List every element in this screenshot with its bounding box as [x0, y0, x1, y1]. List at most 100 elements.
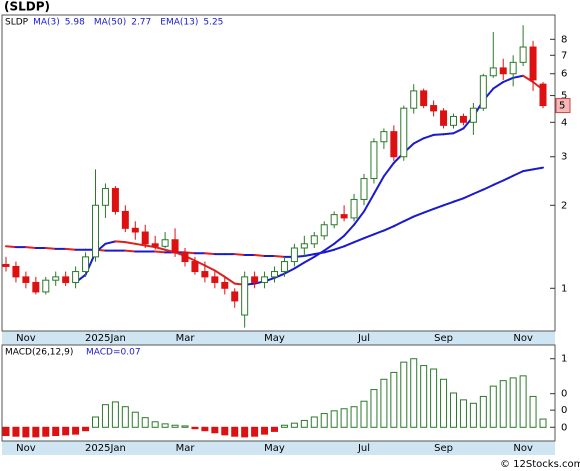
- legend-label: EMA(13): [160, 18, 198, 28]
- moving-average-line: [492, 179, 505, 186]
- candle-body: [82, 256, 90, 273]
- moving-average-line: [532, 166, 544, 171]
- macd-bar: [390, 371, 398, 428]
- y-tick-label: 7: [561, 50, 567, 61]
- candle-body: [231, 291, 239, 302]
- macd-bar: [101, 404, 109, 428]
- moving-average-line: [124, 249, 137, 253]
- x-tick-label: Jul: [357, 333, 370, 344]
- moving-average-line: [44, 247, 57, 250]
- candle-body: [171, 239, 179, 253]
- candle-body: [261, 276, 269, 283]
- moving-average-line: [482, 183, 495, 191]
- macd-bar: [221, 426, 229, 436]
- x-axis-strip: [2, 441, 555, 455]
- macd-bar: [211, 426, 219, 434]
- macd-bar: [320, 413, 328, 428]
- x-tick-label: May: [264, 443, 285, 454]
- macd-bar: [420, 365, 428, 428]
- x-tick-label: 2025Jan: [85, 333, 126, 344]
- x-tick-label: Mar: [176, 443, 196, 454]
- last-price-box: [555, 98, 571, 114]
- moving-average-line: [353, 237, 365, 244]
- moving-average-line: [522, 168, 535, 173]
- watermark: © 12Stocks.com: [500, 459, 580, 470]
- moving-average-line: [372, 229, 385, 236]
- moving-average-line: [323, 248, 336, 254]
- macd-bar: [261, 426, 269, 435]
- moving-average-line: [353, 210, 365, 226]
- macd-bar: [52, 426, 60, 437]
- moving-average-line: [303, 255, 316, 264]
- macd-bar: [459, 399, 467, 428]
- y-tick-label: 2: [561, 200, 567, 211]
- macd-bar: [32, 426, 40, 438]
- moving-average-line: [273, 254, 286, 258]
- candle-body: [251, 276, 259, 283]
- candle-body: [151, 243, 159, 247]
- candle-body: [131, 227, 139, 233]
- candle-body: [420, 90, 428, 107]
- moving-average-line: [323, 242, 336, 252]
- macd-bar: [82, 426, 90, 432]
- moving-average-line: [422, 133, 435, 140]
- macd-bar: [151, 421, 159, 428]
- macd-bar: [469, 402, 477, 428]
- candle-body: [72, 271, 80, 283]
- macd-bar: [22, 426, 30, 438]
- macd-bar: [509, 377, 517, 428]
- x-tick-label: Sep: [434, 333, 453, 344]
- macd-bar: [479, 395, 487, 428]
- macd-bar: [450, 392, 457, 428]
- macd-bar: [2, 426, 10, 437]
- macd-bar: [360, 400, 368, 428]
- candle-body: [529, 46, 537, 81]
- moving-average-line: [233, 253, 246, 257]
- macd-bar: [121, 406, 129, 428]
- candle-body: [320, 224, 328, 237]
- moving-average-line: [412, 211, 425, 218]
- candle-body: [539, 83, 547, 107]
- candle-body: [141, 231, 149, 245]
- macd-bar: [400, 361, 408, 428]
- moving-average-line: [442, 132, 455, 136]
- candle-body: [211, 276, 219, 283]
- moving-average-line: [372, 175, 385, 195]
- moving-average-line: [253, 254, 266, 257]
- moving-average-line: [452, 127, 465, 135]
- moving-average-line: [432, 133, 445, 136]
- macd-bar: [290, 422, 298, 428]
- y-tick-label: 3: [561, 152, 567, 163]
- moving-average-line: [154, 246, 167, 251]
- moving-average-line: [512, 170, 525, 177]
- moving-average-line: [382, 225, 395, 232]
- x-tick-label: Nov: [513, 443, 533, 454]
- moving-average-line: [422, 207, 435, 214]
- macd-bar: [330, 410, 338, 428]
- legend-label: MA(50): [94, 18, 126, 28]
- candle-body: [181, 251, 189, 263]
- moving-average-line: [392, 220, 405, 228]
- moving-average-line: [382, 161, 395, 178]
- moving-average-line: [293, 261, 306, 270]
- moving-average-line: [462, 192, 475, 200]
- macd-bar: [161, 423, 169, 428]
- candle-body: [32, 281, 40, 293]
- candle-body: [221, 281, 229, 289]
- macd-bar: [92, 416, 99, 428]
- moving-average-line: [124, 241, 137, 245]
- macd-bar: [171, 424, 179, 428]
- macd-bar: [131, 411, 139, 428]
- moving-average-line: [223, 275, 236, 285]
- moving-average-line: [213, 269, 226, 278]
- moving-average-line: [363, 233, 375, 240]
- moving-average-line: [144, 244, 157, 249]
- y-tick-label: 1: [561, 283, 567, 294]
- candle-body: [62, 276, 70, 283]
- moving-average-line: [5, 245, 17, 249]
- moving-average-line: [203, 264, 216, 272]
- macd-bar: [111, 401, 119, 428]
- candle-body: [2, 263, 10, 267]
- moving-average-line: [24, 246, 37, 250]
- x-tick-label: Nov: [513, 333, 533, 344]
